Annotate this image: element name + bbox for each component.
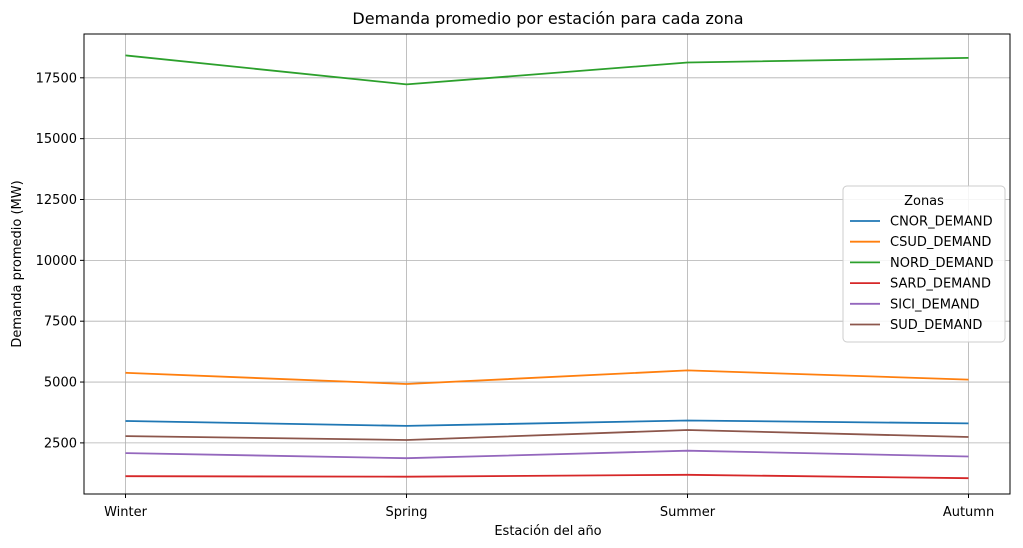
legend-items: CNOR_DEMAND CSUD_DEMAND NORD_DEMAND SARD_DE… <box>850 215 994 333</box>
y-tick-label: 7500 <box>44 315 77 330</box>
y-axis-title: Demanda promedio (MW) <box>10 180 25 347</box>
plot-area-frame <box>83 33 1011 495</box>
series-line-csud-demand <box>125 369 969 385</box>
legend-title: Zonas <box>904 194 944 209</box>
series-line-nord-demand <box>125 54 969 86</box>
series-line-sici-demand <box>125 449 969 460</box>
series-line-cnor-demand <box>125 419 969 427</box>
chart-title: Demanda promedio por estación para cada … <box>352 9 743 28</box>
legend-label: SUD_DEMAND <box>890 318 982 333</box>
legend-label: NORD_DEMAND <box>890 256 994 271</box>
grid <box>84 34 1010 494</box>
series-lines <box>125 54 969 480</box>
y-tick-label: 10000 <box>36 254 77 269</box>
x-axis-title: Estación del año <box>494 524 601 539</box>
legend-label: SARD_DEMAND <box>890 277 991 292</box>
legend-label: SICI_DEMAND <box>890 297 980 312</box>
y-axis: 2500 5000 7500 10000 12500 15000 17500 <box>36 71 84 451</box>
y-tick-label: 2500 <box>44 436 77 451</box>
x-tick-label: Autumn <box>943 505 994 520</box>
x-tick-label: Winter <box>104 505 148 520</box>
legend-label: CNOR_DEMAND <box>890 215 993 230</box>
x-axis: Winter Spring Summer Autumn <box>104 494 994 520</box>
legend-label: CSUD_DEMAND <box>890 235 991 250</box>
y-tick-label: 12500 <box>36 193 77 208</box>
legend: Zonas CNOR_DEMAND CSUD_DEMAND NORD_DEMAND S… <box>842 185 1006 343</box>
series-line-sard-demand <box>125 473 969 480</box>
y-tick-label: 5000 <box>44 376 77 391</box>
x-tick-label: Summer <box>660 505 716 520</box>
x-tick-label: Spring <box>386 505 428 520</box>
series-line-sud-demand <box>125 429 969 441</box>
y-tick-label: 15000 <box>36 132 77 147</box>
legend-box <box>842 185 1006 343</box>
y-tick-label: 17500 <box>36 71 77 86</box>
